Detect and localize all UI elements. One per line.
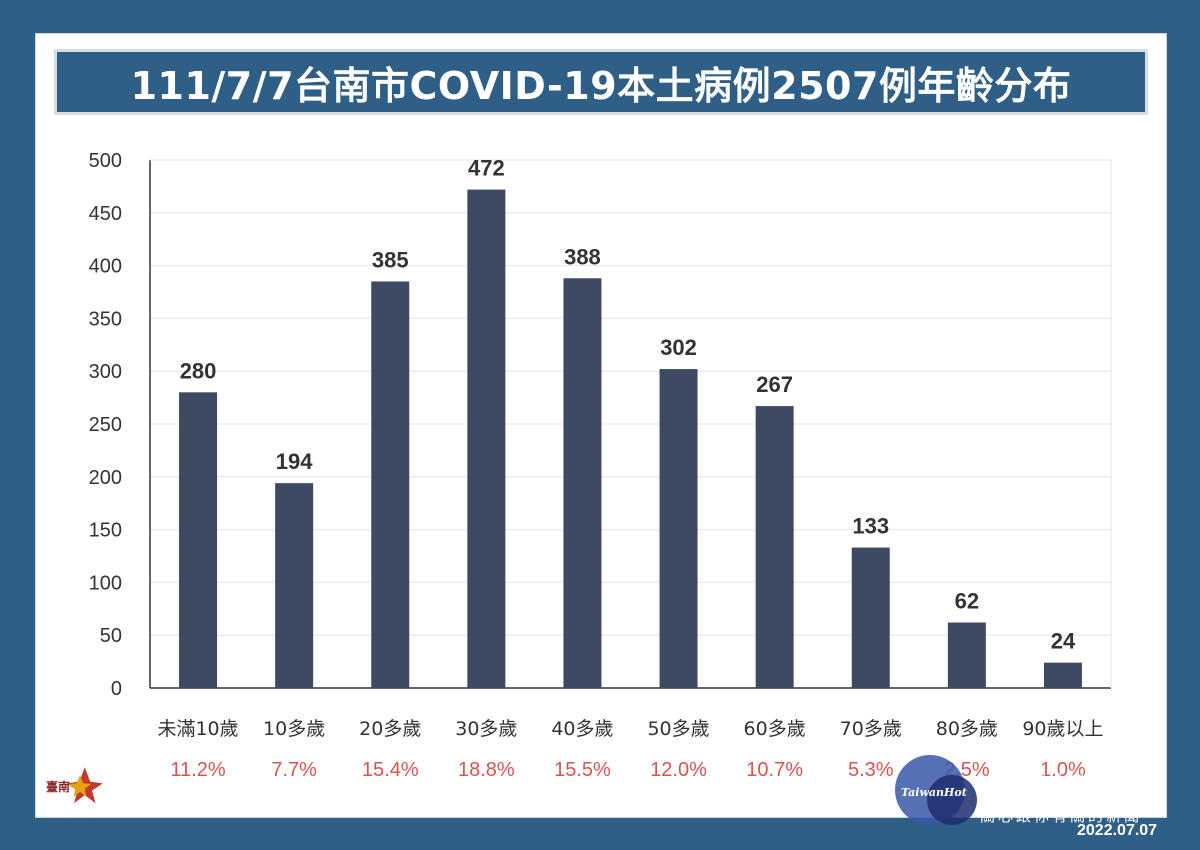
- percent-label: 5.3%: [848, 759, 894, 781]
- chart-card: 111/7/7台南市COVID-19本土病例2507例年齡分布 0 50 100 15…: [35, 33, 1167, 818]
- y-tick-label: 250: [89, 414, 122, 436]
- y-tick-label: 450: [89, 203, 122, 225]
- bar: [755, 406, 794, 688]
- x-tick-label: 40多歲: [551, 718, 613, 740]
- percent-label: 1.0%: [1040, 759, 1086, 781]
- x-tick-label: 80多歲: [936, 718, 998, 740]
- watermark-name: 台灣好新聞: [980, 771, 1160, 811]
- percent-label: 18.8%: [458, 759, 515, 781]
- bar: [563, 278, 602, 688]
- percent-label: 11.2%: [170, 759, 225, 781]
- bar: [947, 622, 986, 688]
- data-label: 24: [1051, 629, 1076, 654]
- bar: [179, 392, 218, 688]
- data-label: 388: [564, 244, 601, 269]
- data-label: 385: [372, 247, 409, 272]
- data-label: 194: [276, 449, 313, 474]
- y-tick-label: 100: [89, 572, 122, 594]
- x-tick-label: 20多歲: [359, 718, 421, 740]
- y-tick-label: 150: [89, 520, 122, 542]
- percent-label: 15.4%: [362, 759, 419, 781]
- bar: [275, 483, 314, 688]
- logo-emblem-icon: [66, 767, 103, 804]
- data-label: 280: [180, 358, 217, 383]
- bar: [851, 547, 890, 688]
- title-bar: 111/7/7台南市COVID-19本土病例2507例年齡分布: [54, 49, 1148, 115]
- y-tick-label: 500: [89, 150, 122, 172]
- bar: [371, 281, 410, 688]
- x-tick-label: 60多歲: [744, 718, 806, 740]
- watermark-brand: TaiwanHot: [901, 786, 967, 799]
- y-tick-label: 0: [111, 678, 122, 700]
- percent-label: 15.5%: [554, 759, 611, 781]
- bar: [659, 369, 698, 688]
- y-tick-label: 200: [89, 467, 122, 489]
- data-label: 62: [955, 589, 979, 614]
- data-label: 472: [468, 156, 505, 181]
- bar: [1043, 662, 1082, 688]
- x-tick-label: 10多歲: [263, 718, 325, 740]
- watermark-tagline: 關心跟你有關的新聞: [980, 807, 1143, 825]
- percent-label: 12.0%: [650, 759, 707, 781]
- data-label: 302: [660, 335, 697, 360]
- percent-label: 10.7%: [746, 759, 803, 781]
- y-tick-label: 400: [89, 256, 122, 278]
- x-tick-label: 30多歲: [455, 718, 517, 740]
- logo-text: 臺南: [46, 780, 71, 794]
- bar: [467, 189, 506, 688]
- x-tick-label: 未滿10歲: [157, 718, 238, 740]
- data-label: 133: [852, 514, 889, 539]
- chart-title: 111/7/7台南市COVID-19本土病例2507例年齡分布: [130, 63, 1072, 108]
- y-tick-label: 350: [89, 308, 122, 330]
- bar-chart: 0 50 100 150 200 250 300 350 400 450 500 280 未滿10歲 11…: [89, 150, 1112, 781]
- watermark-circle-icon: [927, 775, 977, 825]
- x-tick-label: 90歲以上: [1022, 718, 1103, 740]
- data-label: 267: [756, 372, 793, 397]
- tainan-logo: 臺南: [46, 764, 116, 812]
- y-tick-label: 300: [89, 361, 122, 383]
- x-tick-label: 50多歲: [647, 718, 709, 740]
- percent-label: 7.7%: [271, 759, 317, 781]
- watermark: TaiwanHot 台灣好新聞 關心跟你有關的新聞 2022.07.07: [895, 755, 1195, 850]
- x-tick-label: 70多歲: [840, 718, 902, 740]
- y-tick-label: 50: [100, 625, 122, 647]
- watermark-date: 2022.07.07: [1077, 822, 1158, 839]
